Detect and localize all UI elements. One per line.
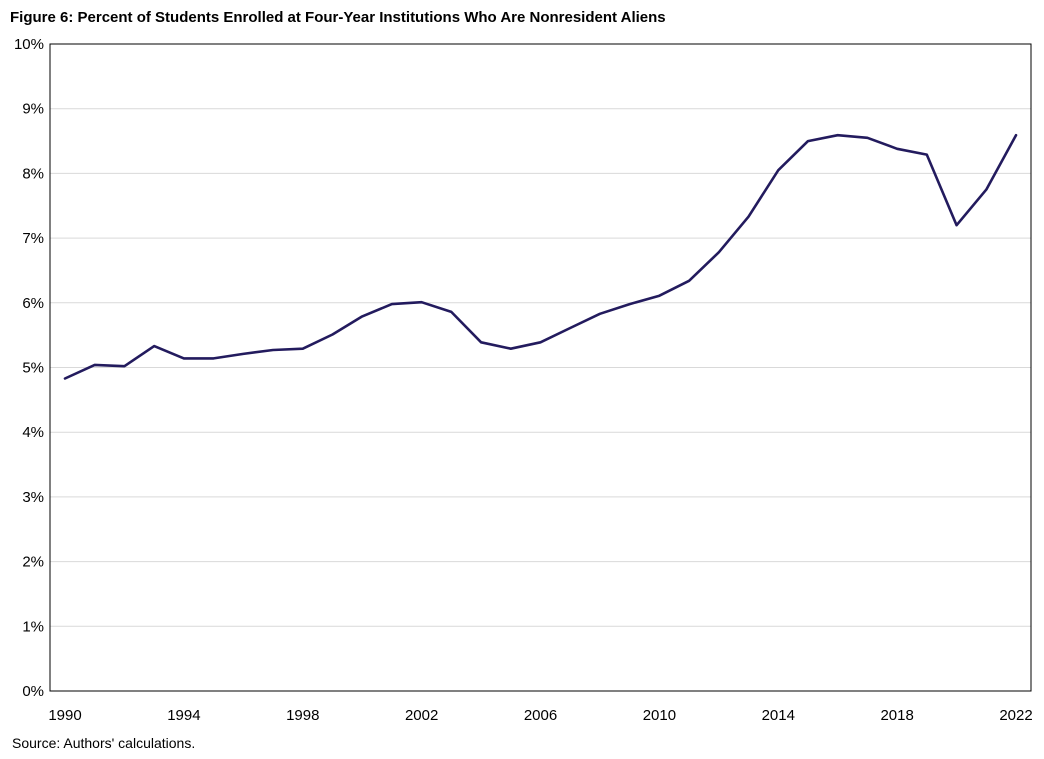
x-tick-label: 2006 xyxy=(524,707,557,724)
y-tick-label: 9% xyxy=(22,101,44,118)
y-tick-label: 2% xyxy=(22,554,44,571)
y-tick-label: 1% xyxy=(22,618,44,635)
x-tick-label: 1994 xyxy=(167,707,200,724)
x-tick-label: 2022 xyxy=(999,707,1032,724)
series-line xyxy=(63,133,1018,380)
gridlines xyxy=(50,108,1031,627)
x-axis-ticks: 1990 1994 1998 2002 2006 2010 2014 2018 2022 xyxy=(48,707,1032,724)
y-tick-label: 0% xyxy=(22,683,44,700)
series-group xyxy=(63,133,1018,380)
x-tick-label: 2014 xyxy=(762,707,795,724)
y-tick-label: 10% xyxy=(14,36,44,53)
y-tick-label: 7% xyxy=(22,230,44,247)
y-tick-label: 8% xyxy=(22,165,44,182)
x-tick-label: 2010 xyxy=(643,707,676,724)
chart-title: Figure 6: Percent of Students Enrolled a… xyxy=(10,9,666,26)
source-note: Source: Authors' calculations. xyxy=(12,735,196,751)
y-tick-label: 6% xyxy=(22,295,44,312)
plot-frame xyxy=(49,43,1032,692)
y-tick-label: 3% xyxy=(22,489,44,506)
x-tick-label: 2018 xyxy=(880,707,913,724)
x-tick-label: 1990 xyxy=(48,707,81,724)
x-tick-label: 1998 xyxy=(286,707,319,724)
y-tick-label: 5% xyxy=(22,360,44,377)
y-axis-ticks: 0% 1% 2% 3% 4% 5% 6% 7% 8% 9% 10% xyxy=(14,36,44,700)
y-tick-label: 4% xyxy=(22,424,44,441)
x-tick-label: 2002 xyxy=(405,707,438,724)
